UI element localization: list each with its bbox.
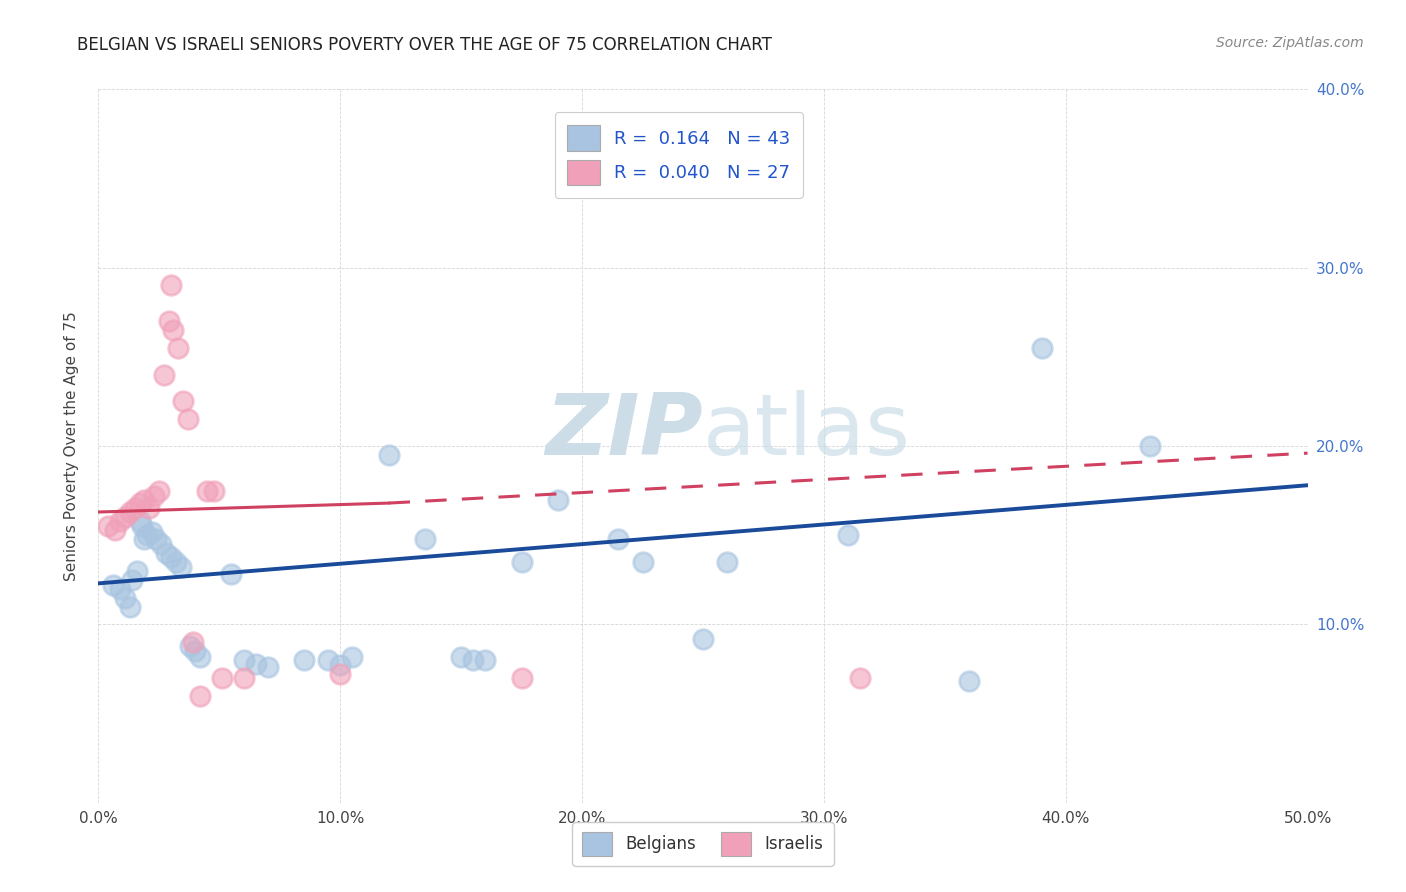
Point — [134, 532, 156, 546]
Point — [167, 341, 190, 355]
Point — [211, 671, 233, 685]
Point — [121, 573, 143, 587]
Point — [143, 489, 166, 503]
Point — [232, 671, 254, 685]
Point — [172, 394, 194, 409]
Point — [450, 649, 472, 664]
Point — [118, 505, 141, 519]
Point — [181, 635, 204, 649]
Point — [510, 555, 533, 569]
Point — [179, 639, 201, 653]
Point — [114, 510, 136, 524]
Point — [329, 658, 352, 673]
Point — [316, 653, 339, 667]
Point — [148, 483, 170, 498]
Point — [160, 278, 183, 293]
Point — [108, 514, 131, 528]
Point — [157, 314, 180, 328]
Point — [256, 660, 278, 674]
Point — [128, 496, 150, 510]
Point — [134, 492, 156, 507]
Point — [169, 560, 191, 574]
Point — [510, 671, 533, 685]
Point — [145, 532, 167, 546]
Point — [292, 653, 315, 667]
Text: BELGIAN VS ISRAELI SENIORS POVERTY OVER THE AGE OF 75 CORRELATION CHART: BELGIAN VS ISRAELI SENIORS POVERTY OVER … — [77, 36, 772, 54]
Point — [221, 567, 243, 582]
Point — [188, 649, 211, 664]
Point — [162, 323, 184, 337]
Point — [342, 649, 364, 664]
Text: Source: ZipAtlas.com: Source: ZipAtlas.com — [1216, 36, 1364, 50]
Point — [195, 483, 218, 498]
Y-axis label: Seniors Poverty Over the Age of 75: Seniors Poverty Over the Age of 75 — [65, 311, 79, 581]
Point — [97, 519, 120, 533]
Point — [547, 492, 569, 507]
Point — [849, 671, 872, 685]
Text: ZIP: ZIP — [546, 390, 703, 474]
Point — [413, 532, 436, 546]
Point — [165, 555, 187, 569]
Point — [114, 591, 136, 605]
Point — [127, 564, 149, 578]
Point — [152, 368, 174, 382]
Legend: Belgians, Israelis: Belgians, Israelis — [572, 822, 834, 866]
Point — [131, 519, 153, 533]
Point — [118, 599, 141, 614]
Point — [104, 523, 127, 537]
Point — [204, 483, 226, 498]
Point — [124, 501, 146, 516]
Point — [184, 644, 207, 658]
Point — [101, 578, 124, 592]
Point — [155, 546, 177, 560]
Point — [160, 549, 183, 564]
Point — [692, 632, 714, 646]
Point — [837, 528, 859, 542]
Point — [245, 657, 267, 671]
Point — [463, 653, 485, 667]
Point — [377, 448, 399, 462]
Point — [329, 667, 352, 681]
Text: atlas: atlas — [703, 390, 911, 474]
Point — [141, 524, 163, 539]
Point — [1031, 341, 1053, 355]
Point — [631, 555, 654, 569]
Point — [188, 689, 211, 703]
Point — [232, 653, 254, 667]
Point — [716, 555, 738, 569]
Point — [135, 528, 157, 542]
Point — [177, 412, 200, 426]
Point — [128, 514, 150, 528]
Point — [474, 653, 496, 667]
Point — [957, 674, 980, 689]
Point — [607, 532, 630, 546]
Point — [1139, 439, 1161, 453]
Point — [150, 537, 173, 551]
Point — [138, 501, 160, 516]
Point — [108, 582, 131, 596]
